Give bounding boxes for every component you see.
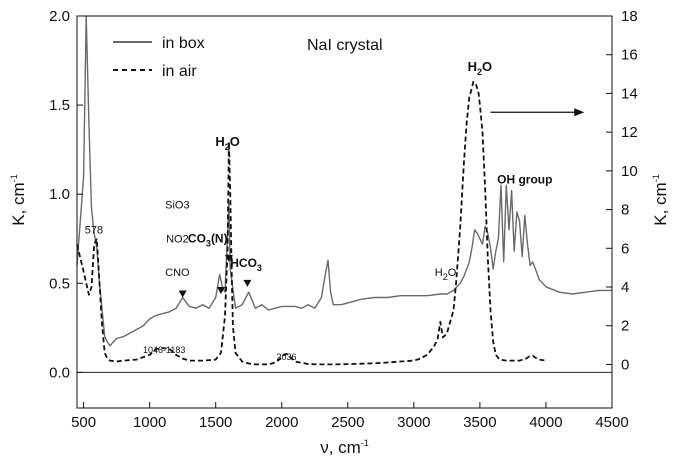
y-tick-label: 2.0 [49, 8, 70, 25]
annotation-main: H [468, 59, 477, 74]
legend-label-in-box: in box [162, 35, 205, 52]
annotation-main: CNO [165, 267, 190, 279]
annotation-main: 578 [85, 224, 103, 236]
marker-group [178, 254, 252, 298]
y2-tick-label: 10 [621, 163, 638, 180]
y-axis-title-sup: -1 [9, 174, 19, 182]
x-tick-label: 3000 [397, 414, 430, 431]
annotation-main: H [215, 134, 224, 149]
x-tick-label: 4500 [595, 414, 628, 431]
annotation-label: NO2 [166, 233, 189, 245]
series-group [76, 15, 612, 366]
legend: in box in air [113, 35, 205, 80]
y-tick-label: 1.0 [49, 186, 70, 203]
peak-marker-triangle [243, 279, 252, 287]
annotation-main: SiO3 [165, 199, 189, 211]
annotation-subscript: 3 [206, 238, 211, 248]
y2-axis-title: K, cm-1 [651, 174, 670, 225]
annotation-label: H2O [468, 59, 493, 77]
y2-tick-label: 4 [621, 279, 629, 296]
x-axis-title-main: ν, cm [320, 438, 361, 457]
annotation-tail: O [482, 59, 492, 74]
y2-tick-label: 0 [621, 356, 629, 373]
annotation-subscript: 2 [225, 142, 230, 152]
y2-tick-label: 8 [621, 202, 629, 219]
y-tick-label: 0.0 [49, 364, 70, 381]
annotation-tail: O [448, 267, 457, 279]
y2-tick-label: 12 [621, 124, 638, 141]
chart-title: NaI crystal [307, 37, 383, 54]
annotation-subscript: 2 [443, 272, 448, 282]
series-line-in-air [76, 80, 547, 366]
y2-axis-title-sup: -1 [651, 174, 661, 182]
annotation-main: 2036 [276, 352, 296, 362]
x-axis-title: ν, cm-1 [320, 438, 369, 457]
x-tick-label: 1500 [199, 414, 232, 431]
y-tick-label: 1.5 [49, 97, 70, 114]
y-tick-label: 0.5 [49, 275, 70, 292]
axis-indicator-arrow-head [574, 108, 585, 117]
annotation-main: CO [188, 231, 206, 245]
peak-marker-triangle [216, 286, 225, 294]
y2-tick-label: 2 [621, 318, 629, 335]
series-line-in-box [76, 15, 612, 347]
peak-marker-triangle [224, 254, 233, 262]
annotation-label: HCO3 [230, 256, 262, 273]
x-tick-label: 4000 [529, 414, 562, 431]
annotation-tail: (N) [211, 231, 228, 245]
annotation-label: 1046-1183 [143, 345, 185, 355]
annotation-main: OH group [497, 172, 552, 186]
annotation-label: 578 [85, 224, 103, 236]
y2-axis-title-main: K, cm [651, 182, 670, 225]
annotation-main: 1046-1183 [143, 345, 185, 355]
annotation-main: NO2 [166, 233, 189, 245]
x-tick-label: 500 [71, 414, 96, 431]
x-tick-label: 1000 [133, 414, 166, 431]
y2-tick-label: 6 [621, 240, 629, 257]
x-axis-title-sup: -1 [361, 438, 369, 448]
annotation-tail: O [230, 134, 240, 149]
annotation-subscript: 3 [257, 263, 262, 273]
x-tick-label: 2000 [265, 414, 298, 431]
annotation-label: SiO3 [165, 199, 189, 211]
x-tick-label: 2500 [331, 414, 364, 431]
legend-label-in-air: in air [162, 63, 197, 80]
annotation-label: H2O [435, 267, 457, 282]
annotation-main: H [435, 267, 443, 279]
y2-tick-label: 14 [621, 85, 638, 102]
plot-frame [76, 15, 613, 409]
y2-tick-label: 16 [621, 47, 638, 64]
annotation-label: 2036 [276, 352, 296, 362]
annotation-label: H2O [215, 134, 240, 152]
y-axis-title: K, cm-1 [9, 174, 28, 225]
annotation-main: HCO [230, 256, 257, 270]
x-tick-label: 3500 [463, 414, 496, 431]
annotation-label: OH group [497, 172, 552, 186]
tick-group: 500 1000 1500 2000 2500 3000 3500 4000 4500 0.0 0.… [49, 8, 638, 431]
annotation-label: CO3(N) [188, 231, 228, 248]
peak-marker-triangle [178, 290, 187, 298]
annotation-label: CNO [165, 267, 190, 279]
annotation-subscript: 2 [477, 67, 482, 77]
y-axis-title-main: K, cm [9, 182, 28, 225]
y2-tick-label: 18 [621, 8, 638, 25]
